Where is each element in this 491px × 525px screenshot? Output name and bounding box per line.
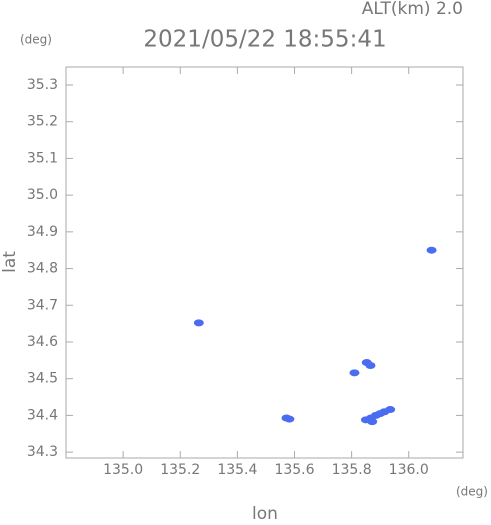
echo-point <box>426 246 437 254</box>
subtitle: ALT(km) 2.0 <box>362 0 463 19</box>
y-tick-label: 34.8 <box>27 261 58 277</box>
plot-frame <box>65 66 464 459</box>
x-label: lon <box>252 504 278 521</box>
y-tick-label: 34.4 <box>27 407 58 423</box>
x-tick-label: 135.8 <box>332 462 372 478</box>
y-tick-label: 34.6 <box>27 334 58 350</box>
x-unit: (deg) <box>456 485 488 499</box>
y-tick-label: 35.2 <box>27 114 58 130</box>
echo-point <box>349 369 360 377</box>
x-tick-label: 135.2 <box>160 462 200 478</box>
y-tick-label: 35.1 <box>27 150 58 166</box>
echo-point <box>193 319 204 327</box>
y-tick-label: 34.3 <box>27 444 58 460</box>
x-tick-label: 135.6 <box>274 462 314 478</box>
x-tick-label: 135.4 <box>217 462 257 478</box>
x-tick-label: 135.0 <box>103 462 143 478</box>
y-tick-label: 35.0 <box>27 187 58 203</box>
y-tick-label: 34.9 <box>27 224 58 240</box>
echo-point <box>284 415 295 423</box>
echo-point <box>385 406 396 414</box>
echo-point <box>365 361 376 369</box>
y-unit: (deg) <box>20 33 52 47</box>
x-tick-label: 136.0 <box>389 462 429 478</box>
y-label: lat <box>0 251 20 273</box>
y-tick-label: 35.3 <box>27 77 58 93</box>
chart-title: 2021/05/22 18:55:41 <box>143 27 386 53</box>
echo-point <box>367 418 378 426</box>
y-tick-label: 34.5 <box>27 371 58 387</box>
y-tick-label: 34.7 <box>27 297 58 313</box>
